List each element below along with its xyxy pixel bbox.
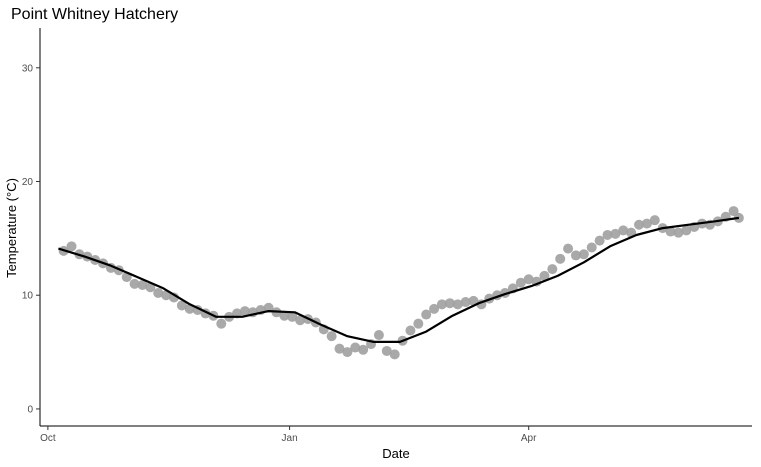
data-point <box>681 225 692 236</box>
data-point <box>728 206 739 217</box>
data-point <box>279 310 290 321</box>
data-point <box>539 270 550 281</box>
x-tick-label: Oct <box>40 433 56 444</box>
data-point <box>239 306 250 317</box>
data-point <box>436 299 447 310</box>
trend-line <box>58 216 740 343</box>
y-tick-label: 30 <box>22 63 34 74</box>
x-axis-title: Date <box>382 446 409 461</box>
data-point <box>649 215 660 226</box>
data-point <box>673 227 684 238</box>
chart-title: Point Whitney Hatchery <box>11 6 178 23</box>
data-point <box>602 229 613 240</box>
data-point <box>421 309 432 320</box>
data-point <box>405 325 416 336</box>
data-points <box>58 206 744 360</box>
y-tick-label: 20 <box>22 177 34 188</box>
data-point <box>523 274 534 285</box>
x-axis-ticks: Oct Jan Apr <box>40 426 537 444</box>
data-point <box>413 318 424 329</box>
trend-line-group <box>58 216 740 343</box>
data-point <box>594 235 605 246</box>
y-tick-label: 0 <box>27 404 33 415</box>
y-axis-ticks: 0 10 20 30 <box>22 63 40 415</box>
data-point <box>350 342 361 353</box>
data-point <box>176 300 187 311</box>
data-point <box>460 297 471 308</box>
data-point <box>389 349 400 360</box>
data-point <box>342 347 353 358</box>
data-point <box>66 241 77 252</box>
y-tick-label: 10 <box>22 291 34 302</box>
data-point <box>295 315 306 326</box>
data-point <box>287 311 298 322</box>
data-point <box>547 264 558 275</box>
data-point <box>555 253 566 264</box>
data-point <box>373 330 384 341</box>
data-point <box>618 225 629 236</box>
y-axis-title: Temperature (°C) <box>4 178 19 278</box>
data-point <box>665 226 676 237</box>
data-point <box>610 228 621 239</box>
x-tick-label: Jan <box>282 433 298 444</box>
data-point <box>129 278 140 289</box>
data-point <box>452 299 463 310</box>
data-point <box>137 279 148 290</box>
data-point <box>641 218 652 229</box>
data-point <box>358 344 369 355</box>
data-point <box>570 250 581 261</box>
data-point <box>326 331 337 342</box>
data-point <box>216 318 227 329</box>
data-point <box>429 303 440 314</box>
data-point <box>153 287 164 298</box>
data-point <box>515 277 526 288</box>
x-tick-label: Apr <box>521 433 537 444</box>
data-point <box>381 345 392 356</box>
data-point <box>334 343 345 354</box>
data-point <box>563 243 574 254</box>
data-point <box>586 242 597 253</box>
data-point <box>634 219 645 230</box>
data-point <box>444 298 455 309</box>
data-point <box>578 249 589 260</box>
